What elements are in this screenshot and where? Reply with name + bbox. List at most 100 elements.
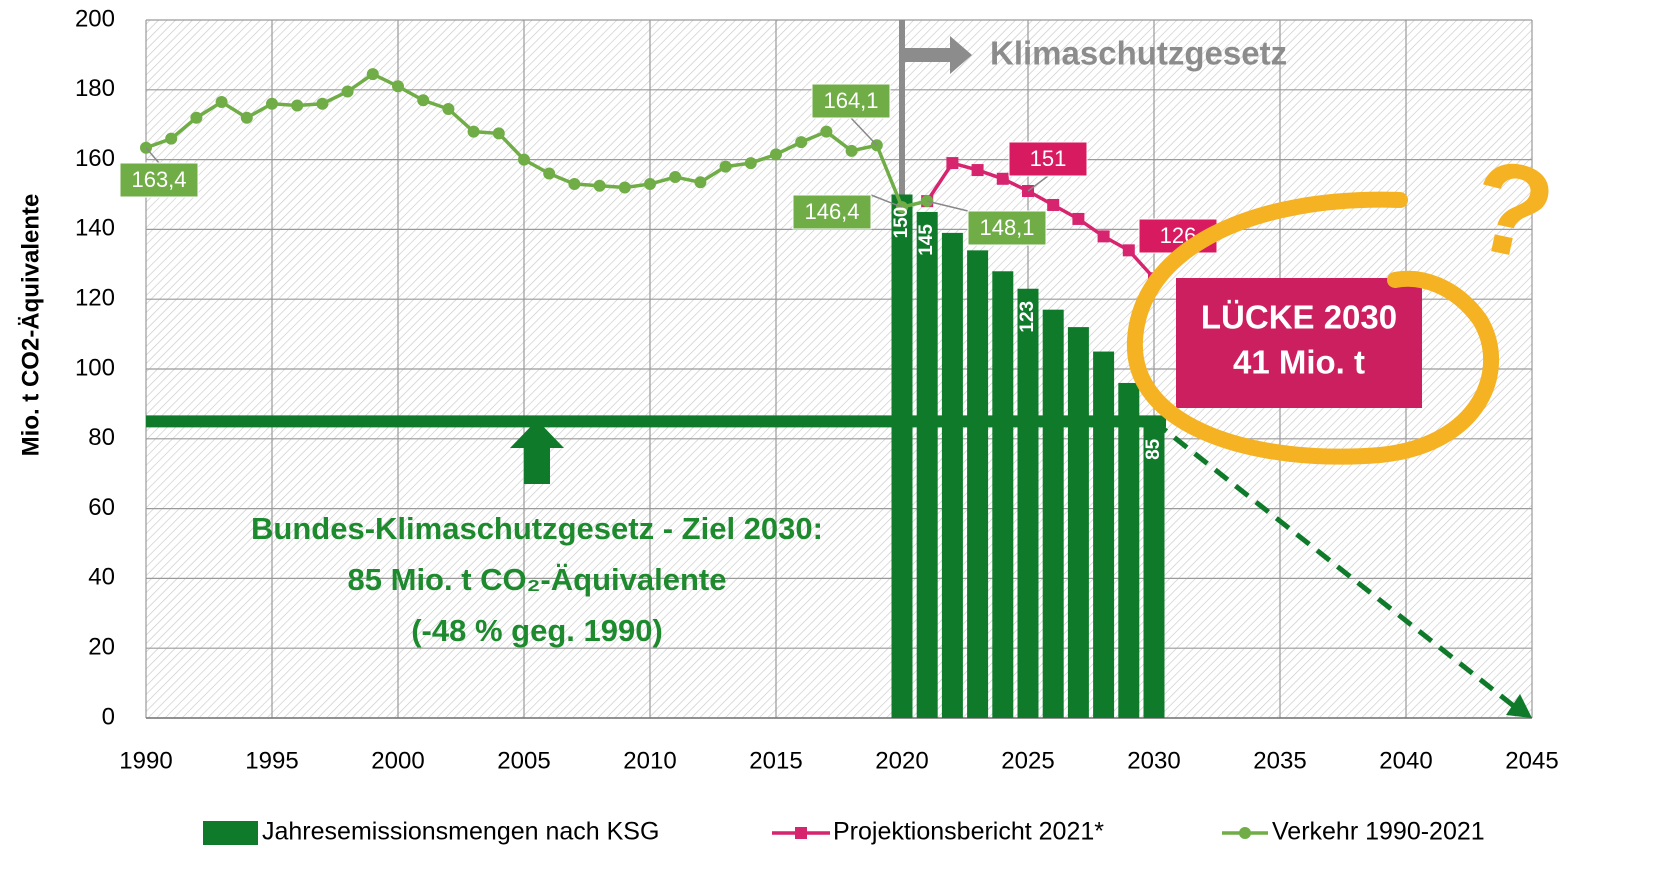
y-tick-label: 120 xyxy=(75,285,115,312)
y-tick-label: 200 xyxy=(75,5,115,32)
marker xyxy=(266,97,278,110)
marker xyxy=(996,172,1009,185)
value-label: 163,4 xyxy=(131,167,186,192)
marker xyxy=(820,125,833,138)
x-tick-label: 2005 xyxy=(497,747,550,774)
marker xyxy=(467,125,480,138)
marker xyxy=(291,99,304,112)
marker xyxy=(215,96,228,109)
x-tick-label: 2025 xyxy=(1001,747,1054,774)
leader-line xyxy=(870,194,903,208)
marker xyxy=(1097,230,1110,243)
y-tick-label: 180 xyxy=(75,75,115,102)
x-tick-label: 2015 xyxy=(749,747,802,774)
marker xyxy=(417,94,430,107)
bar-value-label: 123 xyxy=(1017,301,1038,333)
x-tick-label: 2045 xyxy=(1505,747,1558,774)
x-tick-label: 2035 xyxy=(1253,747,1306,774)
y-tick-label: 140 xyxy=(75,215,115,242)
value-label-box xyxy=(1008,141,1088,177)
marker xyxy=(442,102,455,115)
value-label-box xyxy=(967,210,1047,246)
legend-swatch xyxy=(1239,827,1251,839)
target-text: (-48 % geg. 1990) xyxy=(411,613,663,648)
leader-line xyxy=(1027,175,1049,192)
marker xyxy=(618,181,631,194)
marker xyxy=(543,167,556,180)
bar xyxy=(1093,351,1115,718)
value-label: 148,1 xyxy=(979,215,1034,240)
bar xyxy=(1143,421,1165,718)
marker xyxy=(568,178,581,191)
value-label-box xyxy=(119,162,199,198)
bar xyxy=(1017,288,1039,718)
x-tick-label: 2010 xyxy=(623,747,676,774)
marker xyxy=(165,132,178,145)
y-axis-label: Mio. t CO2-Äquivalente xyxy=(17,194,44,457)
marker xyxy=(946,157,959,170)
bar xyxy=(967,250,989,718)
marker xyxy=(392,80,404,93)
x-tick-label: 2000 xyxy=(371,747,424,774)
marker xyxy=(644,178,656,191)
marker xyxy=(744,157,757,170)
value-label: 151 xyxy=(1030,146,1067,171)
trend-arrowhead xyxy=(1506,694,1532,718)
x-tick-label: 1995 xyxy=(245,747,298,774)
marker xyxy=(795,136,808,149)
bar xyxy=(941,232,963,718)
law-label: Klimaschutzgesetz xyxy=(990,35,1287,72)
legend-label: Projektionsbericht 2021* xyxy=(833,818,1104,846)
law-arrow xyxy=(902,36,972,74)
target-arrow xyxy=(510,420,564,484)
marker xyxy=(341,85,354,98)
marker xyxy=(190,111,203,124)
legend-swatch xyxy=(203,821,258,845)
legend-label: Verkehr 1990-2021 xyxy=(1272,818,1485,846)
bar xyxy=(1067,327,1089,718)
bar xyxy=(1118,382,1140,718)
value-label: 146,4 xyxy=(804,199,859,224)
value-label-box xyxy=(811,83,891,119)
marker xyxy=(694,176,707,189)
marker xyxy=(366,68,379,81)
marker xyxy=(1122,244,1135,257)
x-tick-label: 2020 xyxy=(875,747,928,774)
gap-text: LÜCKE 2030 xyxy=(1201,299,1397,336)
bar-value-label: 150 xyxy=(891,207,912,239)
gap-text: 41 Mio. t xyxy=(1233,344,1365,381)
marker xyxy=(316,97,329,110)
bar xyxy=(891,194,913,718)
marker xyxy=(240,111,253,124)
legend-label: Jahresemissionsmengen nach KSG xyxy=(262,818,659,846)
value-label-box xyxy=(792,194,872,230)
marker xyxy=(492,127,505,140)
line xyxy=(925,161,1156,280)
y-tick-label: 40 xyxy=(88,564,115,591)
legend-swatch xyxy=(795,827,807,839)
bar xyxy=(992,271,1014,718)
x-tick-label: 1990 xyxy=(119,747,172,774)
marker xyxy=(719,160,732,173)
marker xyxy=(1047,198,1060,211)
highlight-loop xyxy=(1126,191,1500,465)
y-tick-label: 160 xyxy=(75,145,115,172)
marker xyxy=(518,153,530,166)
y-tick-label: 80 xyxy=(88,424,115,451)
bar-value-label: 85 xyxy=(1143,438,1164,460)
leader-line xyxy=(850,117,878,146)
leader-line xyxy=(927,200,969,212)
marker xyxy=(593,179,606,192)
marker xyxy=(971,164,984,177)
marker xyxy=(1072,212,1085,225)
marker xyxy=(669,171,682,184)
y-tick-label: 100 xyxy=(75,354,115,381)
marker xyxy=(770,148,782,161)
target-text: Bundes-Klimaschutzgesetz - Ziel 2030: xyxy=(251,511,823,546)
gap-box xyxy=(1176,278,1422,408)
y-tick-label: 20 xyxy=(88,634,115,661)
bar-value-label: 145 xyxy=(916,224,937,256)
x-tick-label: 2030 xyxy=(1127,747,1180,774)
bar xyxy=(1042,309,1064,718)
